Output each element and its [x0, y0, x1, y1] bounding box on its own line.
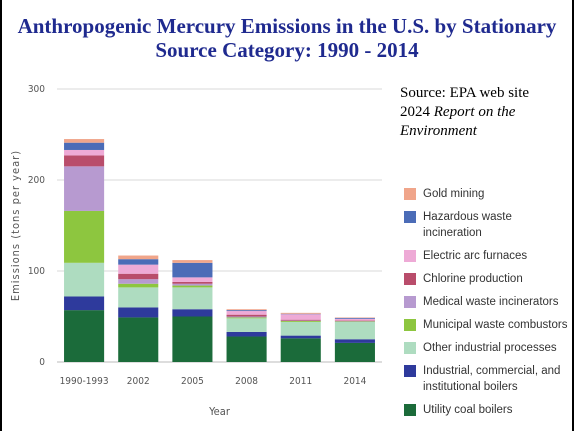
legend-swatch	[404, 365, 416, 377]
bar-segment	[334, 318, 375, 321]
bar-segment	[172, 277, 213, 282]
x-tick-label: 2014	[343, 376, 366, 387]
legend-swatch	[404, 319, 416, 331]
bar-segment	[118, 279, 159, 284]
bar-segment	[280, 335, 321, 339]
legend-label: Hazardous waste incineration	[423, 211, 512, 239]
legend-swatch	[404, 273, 416, 285]
bar-segment	[118, 273, 159, 280]
source-year: 2024	[400, 104, 430, 120]
legend-swatch	[404, 211, 416, 223]
bar-segment	[226, 314, 267, 317]
bar-segment	[64, 210, 105, 263]
bar-segment	[334, 321, 375, 340]
chart-title: Anthropogenic Mercury Emissions in the U…	[17, 14, 557, 62]
legend-label: Industrial, commercial, and institutiona…	[423, 365, 561, 393]
bar-segment	[118, 255, 159, 260]
bar-segment	[334, 317, 375, 319]
y-tick-label: 200	[28, 175, 45, 186]
bar-segment	[64, 142, 105, 150]
y-tick-label: 300	[28, 84, 45, 95]
bar-segment	[226, 310, 267, 312]
bar-segment	[226, 317, 267, 319]
x-axis-label: Year	[208, 405, 231, 418]
bar-segment	[172, 316, 213, 362]
bar-segment	[280, 338, 321, 362]
bar-segment	[280, 319, 321, 321]
legend: Gold mining Hazardous waste incineration E…	[404, 186, 572, 425]
bar-segment	[172, 285, 213, 288]
bar-segment	[64, 262, 105, 297]
bar-segment	[226, 309, 267, 311]
bar-segment	[118, 264, 159, 274]
bar-segment	[334, 342, 375, 362]
legend-swatch	[404, 296, 416, 308]
legend-item: Other industrial processes	[404, 340, 572, 356]
x-tick-label: 2002	[127, 376, 150, 387]
bar-segment	[64, 310, 105, 362]
bar-segment	[172, 309, 213, 317]
legend-swatch	[404, 250, 416, 262]
legend-item: Medical waste incinerators	[404, 294, 572, 310]
bar-segment	[118, 259, 159, 265]
source-note: Source: EPA web site 2024 Report on the …	[400, 84, 570, 141]
legend-label: Utility coal boilers	[423, 404, 513, 416]
bar-segment	[64, 149, 105, 156]
legend-swatch	[404, 342, 416, 354]
bar-segment	[172, 262, 213, 278]
x-tick-label: 2008	[235, 376, 258, 387]
bar-segment	[118, 287, 159, 308]
bar-segment	[280, 321, 321, 322]
bar-segment	[280, 312, 321, 314]
legend-item: Gold mining	[404, 186, 572, 202]
legend-label: Medical waste incinerators	[423, 296, 559, 308]
bar-segment	[64, 155, 105, 167]
bar-segment	[64, 139, 105, 143]
legend-item: Municipal waste combustors	[404, 317, 572, 333]
legend-swatch	[404, 404, 416, 416]
legend-label: Gold mining	[423, 188, 485, 200]
legend-swatch	[404, 188, 416, 200]
bar-segment	[226, 318, 267, 332]
bar-segment	[172, 260, 213, 263]
bar-segment	[226, 331, 267, 337]
bar-segment	[226, 336, 267, 362]
bar-segment	[172, 287, 213, 310]
bar-segment	[334, 339, 375, 343]
bar-segment	[118, 307, 159, 318]
source-report: Report on the Environment	[400, 104, 516, 139]
y-tick-label: 0	[39, 357, 45, 368]
bar-segment	[64, 166, 105, 211]
legend-label: Chlorine production	[423, 273, 523, 285]
bar-segment	[280, 314, 321, 320]
legend-item: Electric arc furnaces	[404, 248, 572, 264]
x-tick-label: 1990-1993	[60, 376, 109, 387]
y-axis-label: Emissions (tons per year)	[9, 150, 22, 301]
legend-item: Chlorine production	[404, 271, 572, 287]
bar-segment	[226, 311, 267, 315]
bar-segment	[172, 281, 213, 284]
legend-label: Municipal waste combustors	[423, 319, 568, 331]
y-tick-label: 100	[28, 266, 45, 277]
bar-segment	[118, 283, 159, 288]
bar-segment	[172, 283, 213, 286]
bar-segment	[226, 316, 267, 318]
legend-label: Electric arc furnaces	[423, 250, 528, 262]
bar-segment	[280, 321, 321, 336]
source-line: Source: EPA web site	[400, 85, 530, 101]
legend-item: Utility coal boilers	[404, 402, 572, 418]
x-tick-label: 2011	[289, 376, 312, 387]
legend-item: Industrial, commercial, and institutiona…	[404, 363, 572, 395]
legend-item: Hazardous waste incineration	[404, 209, 572, 241]
x-tick-label: 2005	[181, 376, 204, 387]
legend-label: Other industrial processes	[423, 342, 557, 354]
bar-segment	[64, 296, 105, 311]
bar-segment	[118, 317, 159, 362]
